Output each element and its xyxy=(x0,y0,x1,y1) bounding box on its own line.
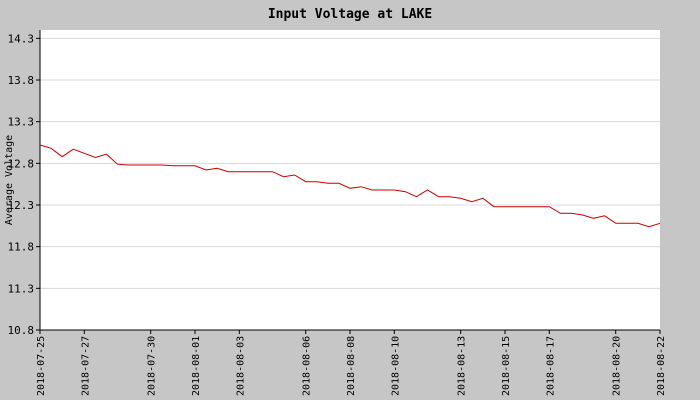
x-tick-label: 2018-08-06 xyxy=(302,336,313,396)
x-tick-label: 2018-08-08 xyxy=(346,336,357,396)
y-tick-label: 11.3 xyxy=(8,282,35,295)
y-tick-label: 14.3 xyxy=(8,32,35,45)
x-tick-label: 2018-07-27 xyxy=(80,336,91,396)
y-tick-label: 13.8 xyxy=(8,74,35,87)
x-tick-label: 2018-07-30 xyxy=(147,336,158,396)
y-tick-label: 11.8 xyxy=(8,241,35,254)
grid-lines xyxy=(40,37,660,331)
y-axis-label: Average Voltage xyxy=(4,135,15,225)
chart-title: Input Voltage at LAKE xyxy=(268,7,432,22)
series-line xyxy=(39,144,661,228)
x-tick-label: 2018-08-03 xyxy=(235,336,246,396)
x-tick-label: 2018-08-13 xyxy=(457,336,468,396)
x-tick-label: 2018-08-17 xyxy=(545,336,556,396)
series-layer xyxy=(39,144,661,228)
x-tick-label: 2018-08-20 xyxy=(612,336,623,396)
y-tick-label: 12.3 xyxy=(8,199,35,212)
y-tick-label: 10.8 xyxy=(8,324,35,337)
axes: 14.313.813.312.812.311.811.310.82018-07-… xyxy=(8,30,667,396)
x-tick-label: 2018-07-25 xyxy=(36,336,47,396)
plot-background xyxy=(40,30,660,330)
x-tick-label: 2018-08-15 xyxy=(501,336,512,396)
x-tick-label: 2018-08-10 xyxy=(390,336,401,396)
y-tick-label: 12.8 xyxy=(8,157,35,170)
x-tick-label: 2018-08-22 xyxy=(656,336,667,396)
y-tick-label: 13.3 xyxy=(8,116,35,129)
x-tick-label: 2018-08-01 xyxy=(191,336,202,396)
